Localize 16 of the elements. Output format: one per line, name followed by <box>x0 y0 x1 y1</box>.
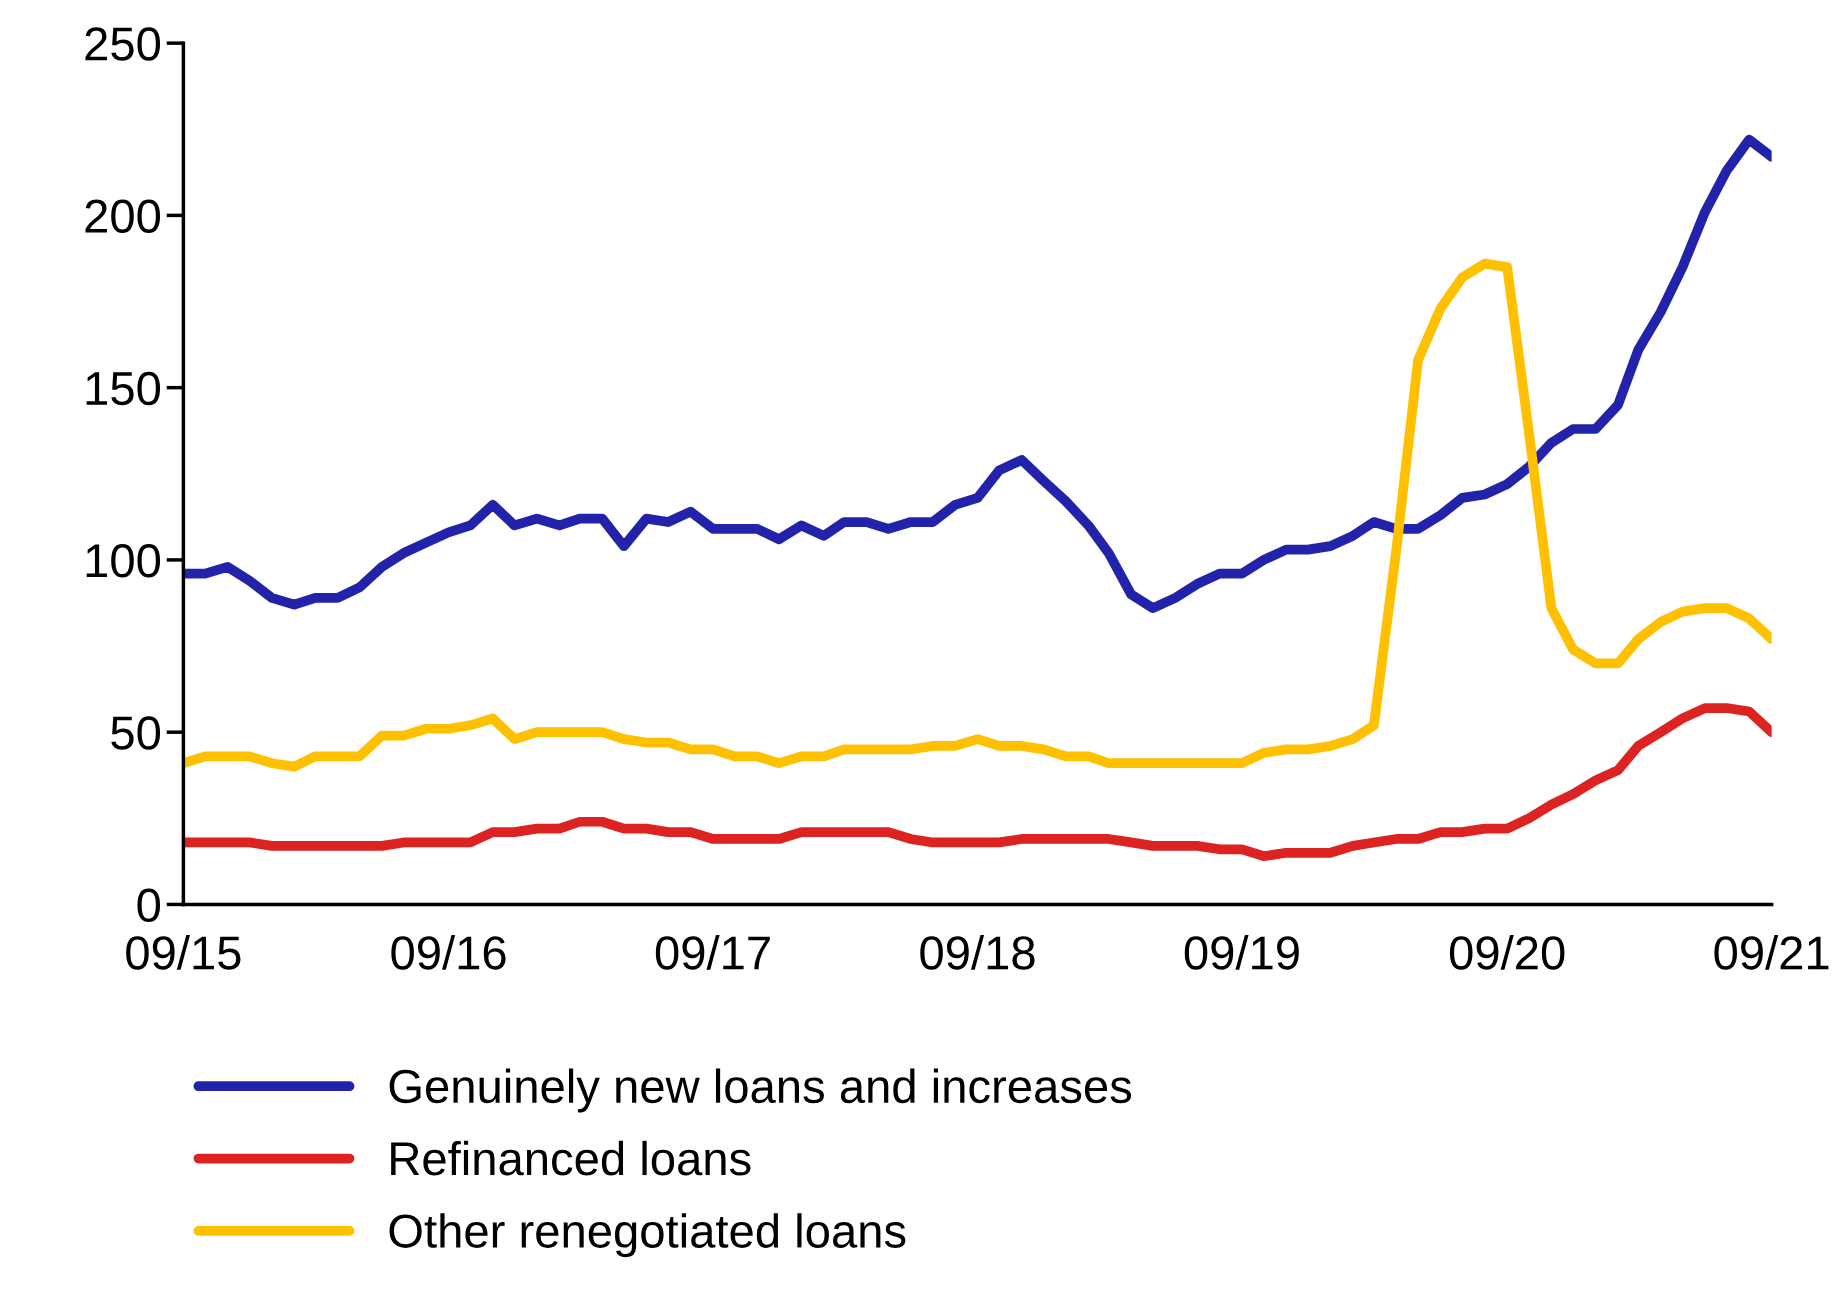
x-tick-label: 09/18 <box>920 935 1035 970</box>
legend-label: Other renegotiated loans <box>389 1213 906 1258</box>
y-tick-label: 100 <box>86 544 161 578</box>
x-tick-label: 09/16 <box>391 935 506 970</box>
x-tick-label: 09/21 <box>1714 935 1829 970</box>
x-tick-label: 09/15 <box>126 935 241 970</box>
y-tick-label: 150 <box>86 371 161 406</box>
legend-label: Refinanced loans <box>391 1140 751 1176</box>
y-tick-label: 50 <box>111 716 161 750</box>
y-tick-label: 250 <box>85 27 161 61</box>
x-tick-label: 09/19 <box>1184 935 1299 970</box>
x-tick-label: 09/20 <box>1449 935 1565 970</box>
legend-label: Genuinely new loans and increases <box>389 1068 1132 1113</box>
x-tick-label: 09/17 <box>655 935 770 970</box>
y-tick-label: 200 <box>85 199 161 233</box>
y-tick-label: 0 <box>137 888 161 923</box>
